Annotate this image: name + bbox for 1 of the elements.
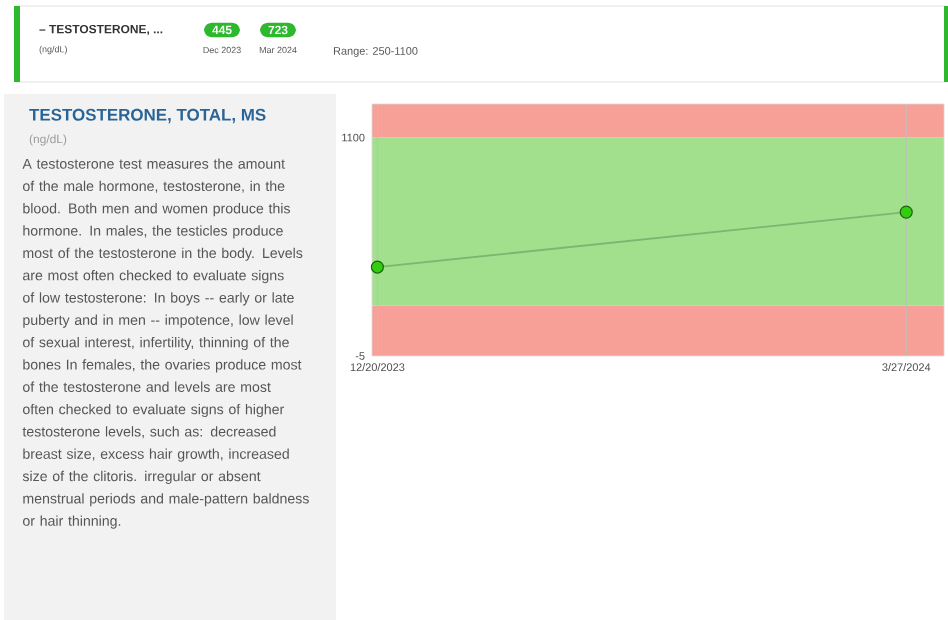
text: TESTOSTERONE, TOTAL, MS [29,108,266,124]
